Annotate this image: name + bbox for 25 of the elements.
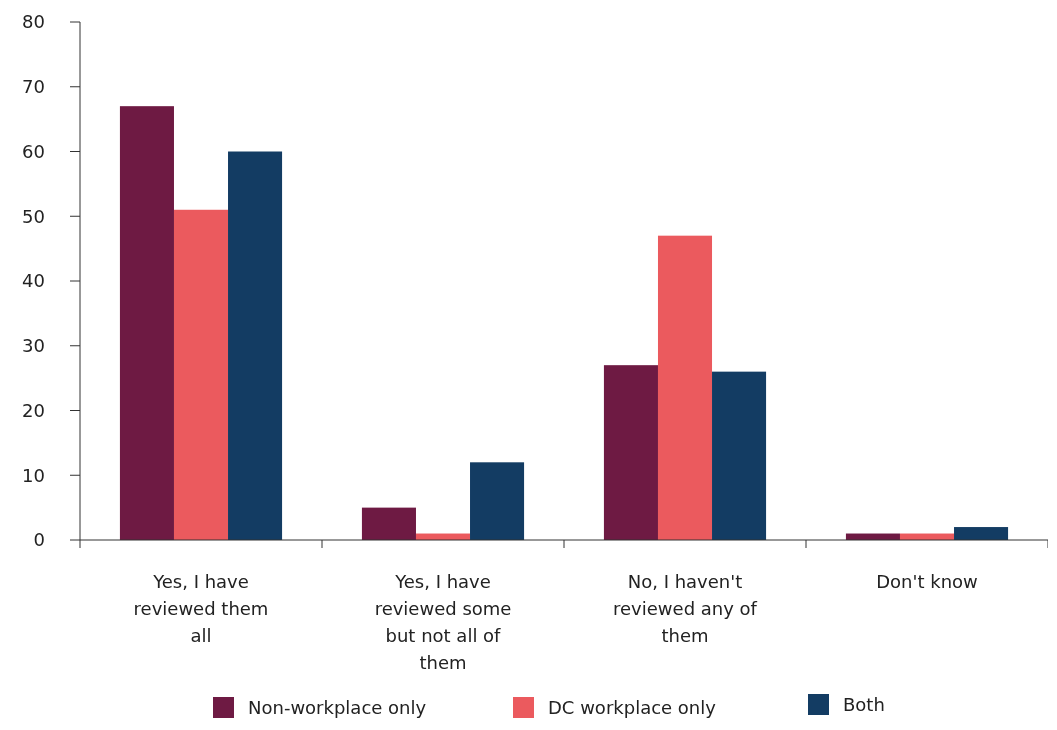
x-tick-label: Yes, I have reviewed them all — [133, 571, 269, 646]
bar — [228, 151, 283, 540]
bar — [173, 209, 229, 540]
bar — [119, 106, 174, 540]
y-tick-label: 10 — [22, 464, 45, 486]
legend-label: Both — [843, 694, 885, 716]
y-tick-label: 50 — [22, 205, 45, 227]
bar — [712, 371, 767, 540]
y-tick-label: 30 — [22, 335, 45, 357]
bar — [657, 235, 713, 540]
y-tick-label: 0 — [33, 529, 45, 551]
x-tick-label: Yes, I have reviewed some but not all of them — [374, 571, 512, 673]
y-tick-label: 20 — [22, 399, 45, 421]
x-tick-label: Don't know — [876, 571, 978, 592]
x-tick-label: No, I haven't reviewed any of them — [613, 571, 758, 646]
bar — [361, 507, 416, 540]
y-tick-label: 40 — [22, 270, 45, 292]
y-tick-label: 70 — [22, 76, 45, 98]
bar — [470, 462, 525, 540]
bar — [603, 365, 658, 540]
legend-label: Non-workplace only — [248, 697, 427, 719]
bar — [954, 527, 1009, 540]
legend-label: DC workplace only — [548, 697, 717, 719]
y-tick-label: 80 — [22, 11, 45, 33]
y-tick-label: 60 — [22, 140, 45, 162]
